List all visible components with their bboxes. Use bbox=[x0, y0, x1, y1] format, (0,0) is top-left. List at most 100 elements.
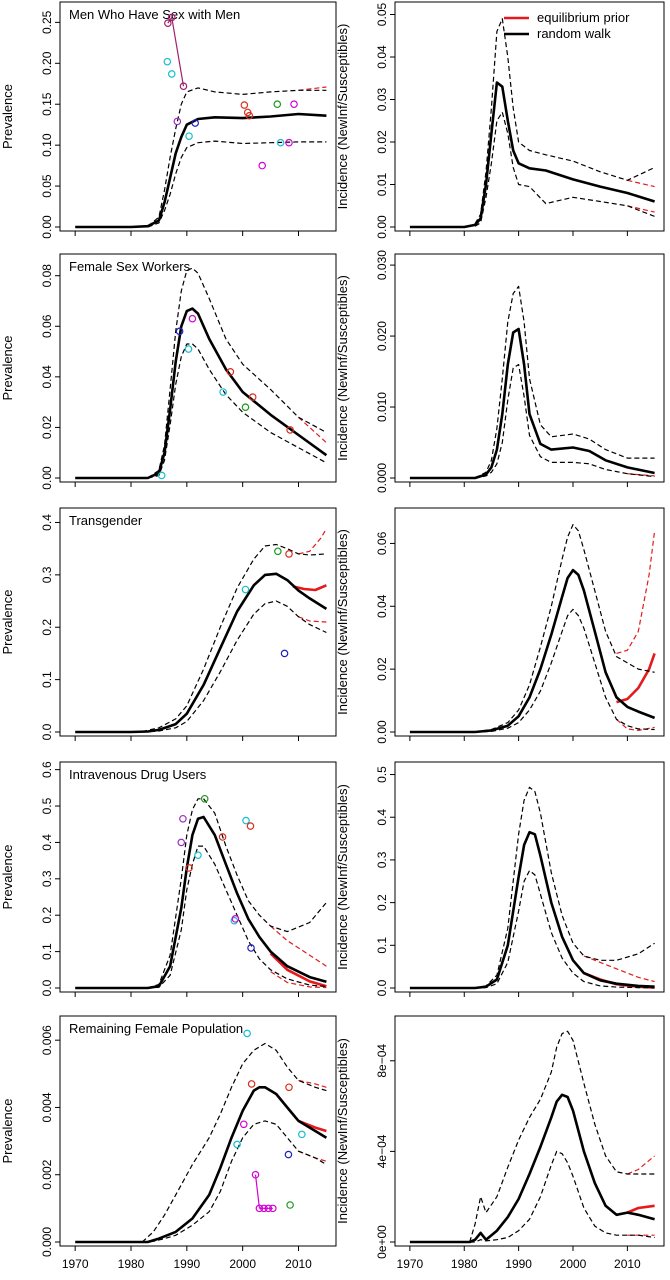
panel-prev_rem: 0.000 0.002 0.004 0.006 Prevalence Remaining … bbox=[0, 1015, 337, 1271]
y-axis-label: Incidence (NewInf/Susceptibles) bbox=[335, 275, 350, 461]
y-tick-label: 0.2 bbox=[40, 619, 54, 636]
x-tick-label: 1980 bbox=[118, 1257, 145, 1271]
panel-frame bbox=[394, 1015, 665, 1247]
data-point bbox=[251, 1170, 260, 1179]
series-eq-upper bbox=[627, 179, 655, 188]
data-point bbox=[284, 1150, 293, 1159]
series-eq-upper bbox=[616, 530, 656, 654]
point-connector bbox=[254, 1174, 261, 1209]
series-eq-main bbox=[292, 584, 327, 592]
y-tick-label: 0.6 bbox=[40, 761, 54, 778]
series-eq-upper bbox=[298, 416, 327, 444]
y-axis-label: Prevalence bbox=[0, 844, 15, 909]
y-tick-label: 0.006 bbox=[40, 1025, 54, 1055]
y-tick-label: 0.002 bbox=[40, 1159, 54, 1189]
series-upper bbox=[147, 798, 327, 989]
data-point bbox=[242, 816, 250, 825]
data-point bbox=[184, 345, 193, 353]
data-point bbox=[274, 547, 282, 556]
y-tick-label: 0.06 bbox=[375, 531, 389, 555]
y-axis-label: Incidence (NewInf/Susceptibles) bbox=[335, 529, 350, 715]
y-tick-label: 0.4 bbox=[375, 809, 389, 826]
series-lower bbox=[474, 111, 655, 227]
panel-prev_tg: 0.0 0.1 0.2 0.3 0.4 Prevalence Transgender bbox=[0, 507, 337, 741]
series-lower bbox=[142, 1120, 327, 1243]
series-lower bbox=[475, 869, 655, 989]
data-point bbox=[269, 1204, 277, 1213]
y-tick-label: 0.01 bbox=[375, 172, 389, 196]
panel-inc_msm: 0.00 0.01 0.02 0.03 0.04 0.05 Incidence (NewIn… bbox=[335, 1, 665, 239]
series-upper bbox=[141, 1042, 327, 1243]
y-axis-label: Prevalence bbox=[0, 1098, 15, 1163]
panel-title: Men Who Have Sex with Men bbox=[69, 7, 240, 22]
series-eq-lower bbox=[270, 971, 327, 989]
y-tick-label: 0.05 bbox=[375, 2, 389, 26]
y-tick-label: 0.00 bbox=[40, 466, 54, 490]
data-point bbox=[245, 111, 254, 120]
series-main bbox=[75, 112, 327, 229]
series-lower bbox=[147, 343, 327, 479]
data-point bbox=[185, 864, 193, 872]
y-tick-label: 0.010 bbox=[375, 392, 389, 422]
y-tick-label: 0.02 bbox=[375, 657, 389, 681]
point-connector bbox=[171, 17, 185, 87]
panel-frame bbox=[394, 507, 665, 737]
panel-inc_idu: 0.0 0.1 0.2 0.3 0.4 0.5 Incidence (NewInf/Susc… bbox=[335, 761, 665, 997]
y-tick-label: 0.1 bbox=[40, 671, 54, 688]
y-tick-label: 0.00 bbox=[40, 215, 54, 239]
data-point bbox=[164, 19, 172, 27]
y-tick-label: 0.000 bbox=[375, 463, 389, 493]
series-lower bbox=[475, 608, 655, 733]
data-point bbox=[200, 794, 209, 803]
y-tick-label: 0.04 bbox=[40, 365, 54, 389]
panel-frame bbox=[394, 253, 665, 483]
panel-inc_rem: 0e+00 4e−04 8e−04 Incidence (NewInf/Suscept… bbox=[335, 1015, 665, 1271]
series-main bbox=[409, 327, 655, 480]
panel-prev_msm: 0.00 0.05 0.10 0.15 0.20 0.25 Prevalence Men Wh… bbox=[0, 1, 337, 239]
data-point bbox=[157, 471, 166, 480]
data-point bbox=[226, 367, 235, 376]
x-tick-label: 2000 bbox=[229, 1257, 256, 1271]
data-point bbox=[241, 403, 250, 411]
x-tick-label: 2010 bbox=[614, 1257, 641, 1271]
x-tick-label: 1990 bbox=[173, 1257, 200, 1271]
data-point bbox=[240, 101, 249, 109]
series-upper bbox=[147, 87, 327, 227]
series-main bbox=[75, 307, 328, 480]
y-tick-label: 0.3 bbox=[40, 566, 54, 583]
y-tick-label: 4e−04 bbox=[375, 1134, 389, 1168]
data-point bbox=[167, 70, 176, 78]
panel-frame bbox=[59, 1, 337, 232]
y-tick-label: 0.00 bbox=[375, 720, 389, 744]
series-eq-upper bbox=[583, 955, 655, 983]
x-tick-label: 1970 bbox=[397, 1257, 424, 1271]
x-tick-label: 1990 bbox=[505, 1257, 532, 1271]
series-main bbox=[409, 81, 655, 229]
panel-frame bbox=[59, 761, 337, 993]
data-point bbox=[280, 649, 289, 658]
series-lower bbox=[469, 1150, 655, 1243]
panel-frame bbox=[394, 1, 665, 232]
y-tick-label: 0e+00 bbox=[375, 1225, 389, 1259]
series-main bbox=[75, 1086, 328, 1244]
y-tick-label: 0.0 bbox=[40, 979, 54, 996]
series-eq-lower bbox=[616, 718, 655, 732]
y-tick-label: 0.0 bbox=[40, 723, 54, 740]
series-main bbox=[409, 830, 655, 990]
data-point bbox=[258, 161, 267, 170]
series-upper bbox=[142, 543, 327, 733]
y-tick-label: 0.02 bbox=[375, 130, 389, 154]
y-tick-label: 0.2 bbox=[375, 894, 389, 911]
data-point bbox=[286, 426, 294, 434]
data-point bbox=[286, 1201, 294, 1209]
x-tick-label: 2000 bbox=[560, 1257, 587, 1271]
y-axis-label: Prevalence bbox=[0, 335, 15, 400]
data-point bbox=[188, 314, 197, 323]
series-upper bbox=[474, 18, 655, 224]
y-tick-label: 8e−04 bbox=[375, 1044, 389, 1078]
panel-frame bbox=[59, 253, 337, 483]
data-point bbox=[298, 1130, 306, 1139]
y-tick-label: 0.10 bbox=[40, 133, 54, 157]
panel-frame bbox=[394, 761, 665, 993]
